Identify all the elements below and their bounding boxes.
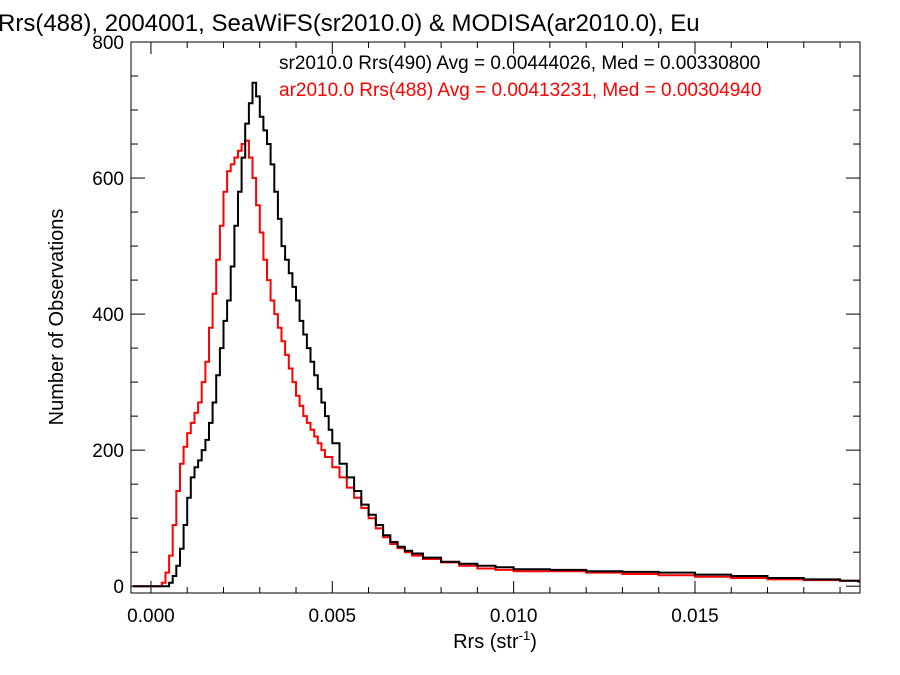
x-tick-label: 0.010 (490, 606, 538, 627)
legend-entry-ar2010: ar2010.0 Rrs(488) Avg = 0.00413231, Med … (279, 80, 761, 101)
series-lines (132, 81, 860, 588)
x-tick-labels: 0.000 0.005 0.010 0.015 (127, 606, 719, 627)
x-axis-label-close: ) (530, 631, 537, 653)
x-axis-label-superscript: -1 (519, 628, 531, 643)
y-tick-labels: 0 200 400 600 800 (92, 33, 124, 598)
x-tick-label: 0.000 (127, 606, 175, 627)
legend-entry-sr2010: sr2010.0 Rrs(490) Avg = 0.00444026, Med … (279, 53, 760, 74)
axis-ticks (131, 41, 860, 593)
legend: sr2010.0 Rrs(490) Avg = 0.00444026, Med … (279, 53, 761, 101)
y-tick-label: 200 (92, 441, 124, 462)
x-tick-label: 0.005 (309, 606, 357, 627)
plot-frame (130, 41, 861, 594)
series-line-ar2010.0 (132, 139, 860, 588)
y-axis-label: Number of Observations (46, 209, 68, 426)
series-line-sr2010.0 (132, 81, 860, 588)
chart-title: Rrs(488), 2004001, SeaWiFS(sr2010.0) & M… (0, 10, 700, 37)
y-tick-label: 0 (113, 577, 124, 598)
y-tick-label: 600 (92, 169, 124, 190)
x-axis-label: Rrs (str-1) (453, 628, 537, 653)
plot-area (130, 41, 861, 594)
x-tick-label: 0.015 (671, 606, 719, 627)
y-tick-label: 800 (92, 33, 124, 54)
x-axis-label-text: Rrs (str (453, 631, 519, 653)
y-tick-label: 400 (92, 305, 124, 326)
